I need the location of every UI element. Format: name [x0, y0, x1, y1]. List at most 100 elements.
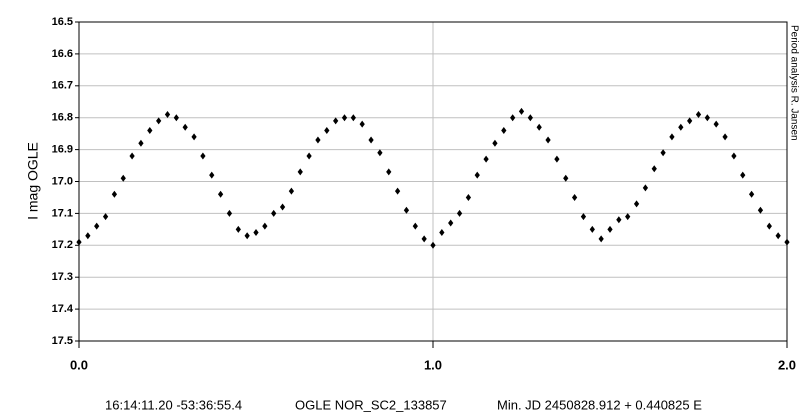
data-point	[403, 206, 410, 214]
side-note: Period analysis R. Jansen	[788, 25, 799, 141]
data-point	[740, 171, 746, 179]
y-tick-label: 17.2	[52, 239, 73, 251]
data-point	[262, 222, 268, 230]
data-point	[235, 225, 241, 233]
data-point	[394, 187, 401, 195]
data-point	[138, 139, 144, 147]
data-point	[386, 168, 392, 176]
data-point	[333, 117, 339, 125]
data-point	[731, 152, 737, 160]
data-point	[120, 174, 126, 182]
data-point	[164, 111, 171, 119]
data-point	[341, 114, 348, 122]
y-tick-label: 16.8	[52, 112, 73, 124]
data-point	[651, 165, 657, 173]
data-point	[775, 232, 781, 240]
data-point	[510, 114, 516, 122]
data-point	[85, 232, 91, 240]
data-point	[279, 203, 286, 211]
data-point	[76, 238, 82, 246]
data-point	[687, 117, 693, 125]
data-point	[350, 114, 356, 122]
x-tick-label: 0.0	[70, 357, 88, 372]
data-point	[483, 155, 489, 163]
data-point	[474, 171, 480, 179]
data-point	[324, 126, 330, 134]
caption: Min. JD 2450828.912 + 0.440825 E	[497, 397, 702, 412]
data-point	[377, 149, 383, 157]
data-point	[748, 190, 755, 198]
data-point	[297, 168, 303, 176]
data-point	[598, 235, 604, 243]
y-tick-label: 16.5	[52, 16, 73, 28]
y-tick-label: 17.3	[52, 271, 73, 283]
data-point	[94, 222, 100, 230]
data-point	[253, 229, 259, 237]
data-point	[589, 225, 595, 233]
plot-border	[78, 21, 788, 342]
data-point	[695, 111, 702, 119]
data-point	[244, 232, 250, 240]
data-point	[536, 123, 542, 131]
data-point	[439, 229, 445, 237]
data-point	[430, 241, 436, 249]
y-tick-label: 17.4	[52, 303, 74, 315]
data-point	[315, 136, 321, 144]
data-point	[226, 209, 233, 217]
data-point	[492, 139, 498, 147]
data-point	[191, 133, 197, 141]
data-point	[722, 133, 728, 141]
data-point	[465, 193, 472, 201]
data-point	[412, 222, 418, 230]
data-point	[554, 155, 560, 163]
y-tick-label: 16.7	[52, 80, 73, 92]
data-point	[421, 235, 427, 243]
data-point	[448, 219, 454, 227]
data-point	[704, 114, 710, 122]
data-point	[678, 123, 684, 131]
data-point	[156, 117, 162, 125]
caption: 16:14:11.20 -53:36:55.4	[105, 397, 242, 412]
data-point	[633, 200, 640, 208]
data-point	[129, 152, 135, 160]
y-tick-label: 17.5	[52, 335, 73, 347]
data-point	[288, 187, 295, 195]
y-tick-label: 17.1	[52, 207, 73, 219]
y-tick-label: 16.9	[52, 144, 73, 156]
data-point	[518, 107, 525, 115]
data-point	[607, 225, 613, 233]
data-point	[642, 184, 649, 192]
data-point	[200, 152, 206, 160]
data-point	[545, 136, 551, 144]
data-point	[660, 149, 666, 157]
data-point	[527, 114, 533, 122]
x-tick-label: 1.0	[424, 357, 442, 372]
y-axis-label: I mag OGLE	[25, 142, 41, 220]
data-point	[757, 206, 764, 214]
data-point	[669, 133, 675, 141]
data-point	[784, 238, 790, 246]
data-point	[580, 213, 587, 221]
data-point	[766, 222, 772, 230]
data-point	[713, 120, 719, 128]
caption: OGLE NOR_SC2_133857	[295, 397, 447, 412]
data-point	[306, 152, 312, 160]
y-tick-label: 16.6	[52, 48, 73, 60]
data-point	[147, 126, 153, 134]
y-tick-label: 17.0	[52, 175, 73, 187]
x-tick-label: 2.0	[778, 357, 796, 372]
data-point	[111, 190, 118, 198]
data-point	[359, 120, 365, 128]
data-point	[368, 136, 374, 144]
data-point	[217, 190, 224, 198]
data-point	[563, 174, 569, 182]
data-point	[102, 213, 109, 221]
data-point	[209, 171, 215, 179]
data-point	[271, 209, 277, 217]
data-point	[456, 209, 463, 217]
data-point	[571, 193, 578, 201]
data-point	[501, 126, 507, 134]
data-point	[182, 123, 188, 131]
data-point	[616, 216, 622, 224]
